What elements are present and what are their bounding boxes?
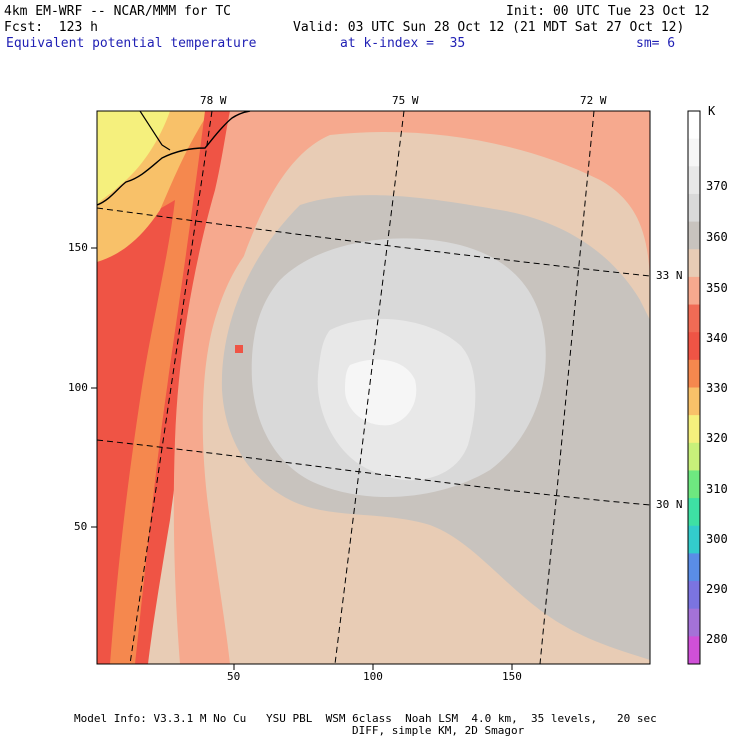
y-tick-150: 150	[68, 241, 88, 254]
colorbar-swatch	[688, 193, 700, 223]
colorbar-label-350: 350	[706, 281, 728, 295]
lon-label-72w: 72 W	[580, 94, 607, 107]
lat-label-30n: 30 N	[656, 498, 683, 511]
axis-ticks	[91, 247, 513, 670]
warm-spot	[235, 345, 243, 353]
colorbar-label-370: 370	[706, 179, 728, 193]
colorbar-swatch	[688, 470, 700, 499]
colorbar	[687, 110, 701, 665]
colorbar-swatch	[688, 498, 700, 527]
init-time: Init: 00 UTC Tue 23 Oct 12	[506, 4, 710, 19]
coastline	[97, 111, 251, 206]
colorbar-swatch	[688, 359, 700, 388]
forecast-hour: Fcst: 123 h	[4, 20, 98, 35]
k-index: at k-index = 35	[340, 36, 466, 51]
lon-label-75w: 75 W	[392, 94, 419, 107]
colorbar-swatch	[688, 442, 700, 471]
colorbar-label-360: 360	[706, 230, 728, 244]
colorbar-swatch	[688, 332, 700, 361]
band-325	[97, 111, 170, 205]
colorbar-label-300: 300	[706, 532, 728, 546]
colorbar-frame	[687, 110, 701, 665]
colorbar-swatch	[688, 553, 700, 582]
colorbar-label-340: 340	[706, 331, 728, 345]
parallel-30n	[97, 439, 650, 506]
band-375	[345, 359, 417, 426]
model-info-line1: Model Info: V3.3.1 M No Cu YSU PBL WSM 6…	[74, 712, 657, 725]
model-title: 4km EM-WRF -- NCAR/MMM for TC	[4, 4, 231, 19]
colorbar-swatch	[688, 249, 700, 278]
graticule	[97, 111, 650, 664]
colorbar-swatch	[688, 608, 700, 637]
colorbar-label-320: 320	[706, 431, 728, 445]
x-tick-100: 100	[363, 670, 383, 683]
colorbar-swatch	[688, 636, 700, 665]
colorbar-swatch	[688, 221, 700, 250]
y-tick-100: 100	[68, 381, 88, 394]
colorbar-swatch	[688, 304, 700, 333]
colorbar-swatch	[688, 387, 700, 416]
model-info-line2: DIFF, simple KM, 2D Smagor	[352, 724, 525, 737]
colorbar-label-310: 310	[706, 482, 728, 496]
colorbar-label-290: 290	[706, 582, 728, 596]
band-340-west	[97, 200, 175, 664]
band-350	[173, 111, 650, 664]
meridian-72w	[539, 111, 595, 664]
colorbar-swatch	[688, 166, 700, 195]
y-tick-50: 50	[74, 520, 88, 533]
colorbar-swatch	[688, 276, 700, 306]
valid-time: Valid: 03 UTC Sun 28 Oct 12 (21 MDT Sat …	[293, 20, 685, 35]
colorbar-label-330: 330	[706, 381, 728, 395]
smoothing: sm= 6	[636, 36, 676, 51]
colorbar-swatch	[688, 525, 700, 554]
state-border	[139, 111, 171, 151]
field-name: Equivalent potential temperature	[6, 36, 257, 51]
colorbar-swatch	[688, 415, 700, 444]
colorbar-swatch	[688, 111, 700, 140]
colorbar-unit: K	[708, 104, 716, 118]
colorbar-swatch	[688, 581, 700, 610]
x-tick-150: 150	[502, 670, 522, 683]
meridian-75w	[334, 111, 405, 664]
parallel-33n	[97, 207, 650, 277]
colorbar-swatch	[688, 138, 700, 167]
lon-label-78w: 78 W	[200, 94, 227, 107]
meridian-78w	[129, 111, 213, 664]
colorbar-label-280: 280	[706, 632, 728, 646]
theta-e-field	[97, 111, 650, 664]
lat-label-33n: 33 N	[656, 269, 683, 282]
x-tick-50: 50	[227, 670, 241, 683]
